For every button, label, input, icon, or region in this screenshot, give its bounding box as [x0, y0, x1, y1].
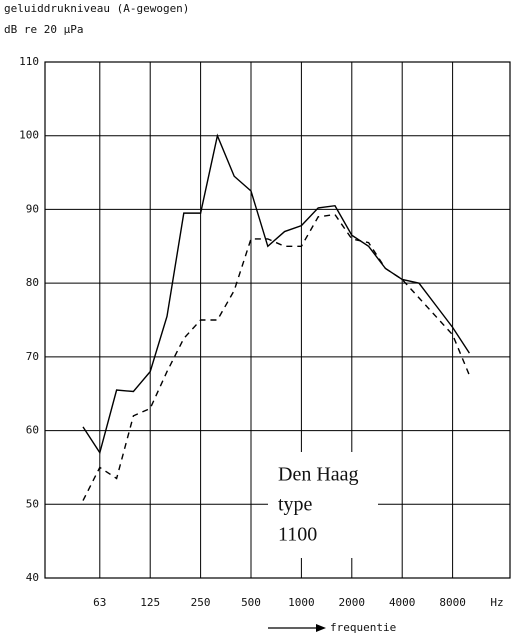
arrow-head [316, 624, 326, 632]
annotation-text: Den Haag [278, 464, 359, 486]
y-tick-label: 100 [19, 129, 39, 142]
x-tick-label: 2000 [339, 596, 366, 609]
x-axis-label: frequentie [330, 621, 396, 634]
x-tick-label: 4000 [389, 596, 416, 609]
x-tick-label: 63 [93, 596, 106, 609]
x-tick-label: 8000 [439, 596, 466, 609]
x-tick-label: 125 [140, 596, 160, 609]
x-tick-label: 1000 [288, 596, 315, 609]
annotation-text: type [278, 494, 313, 516]
line-series [82, 133, 470, 455]
x-tick-label: 250 [191, 596, 211, 609]
x-tick-label: 500 [241, 596, 261, 609]
y-tick-label: 110 [19, 55, 39, 68]
y-tick-label: 80 [26, 276, 39, 289]
chart-subtitle: dB re 20 μPa [4, 23, 83, 36]
y-tick-label: 60 [26, 424, 39, 437]
x-unit: Hz [490, 596, 503, 609]
y-tick-label: 40 [26, 571, 39, 584]
annotation-text: 1100 [278, 524, 317, 546]
chart-title: geluiddrukniveau (A-gewogen) [4, 2, 189, 15]
y-tick-label: 70 [26, 350, 39, 363]
annotation-box [268, 452, 378, 558]
y-tick-label: 90 [26, 202, 39, 215]
line-series [82, 213, 471, 501]
y-tick-label: 50 [26, 497, 39, 510]
